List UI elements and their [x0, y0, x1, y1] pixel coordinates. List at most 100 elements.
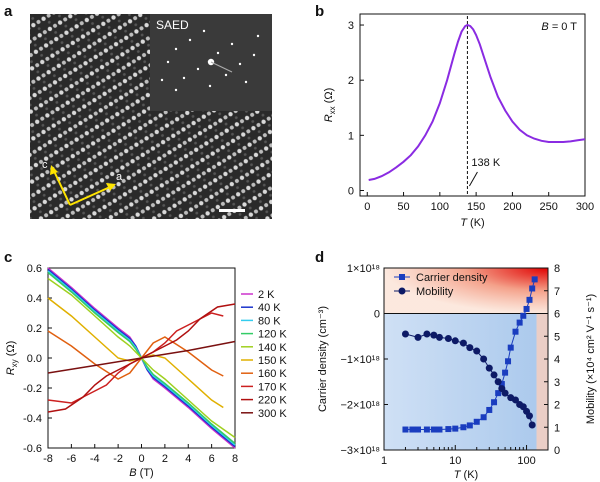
panel-c-chart: -8 -6 -4 -2 0 2 4 6 8 0.6 0.4 0.2 0.0 -0.2 -0.4 -0.6 B (…: [5, 263, 287, 479]
x-axis-label: B (T): [129, 467, 153, 479]
carrier-density-marker: [498, 381, 505, 388]
x-tick-label: 100: [431, 201, 449, 213]
carrier-density-marker: [466, 422, 473, 429]
carrier-density-marker: [502, 369, 509, 376]
legend-entry: 220 K: [258, 395, 287, 407]
crystal-axes-arrows: [50, 165, 116, 206]
mobility-marker: [444, 335, 452, 343]
y-right-tick-label: 2: [554, 400, 560, 412]
y-tick-label: 2: [348, 75, 354, 87]
carrier-density-marker: [505, 358, 512, 365]
x-axis-label: T (K): [454, 469, 478, 481]
mobility-marker: [473, 347, 481, 355]
field-annotation: B = 0 T: [541, 21, 577, 33]
carrier-density-marker: [430, 426, 437, 433]
y-right-tick-label: 6: [554, 309, 560, 321]
plot-frame: [359, 13, 586, 197]
panel-label-d: d: [315, 249, 324, 266]
legend-swatch-circle: [398, 287, 406, 295]
mobility-marker: [490, 371, 498, 379]
axis-label-a: a: [116, 171, 123, 183]
mobility-marker: [459, 339, 467, 347]
panel-label-a: a: [4, 3, 13, 20]
red-strip-region: [536, 313, 548, 450]
carrier-density-marker: [512, 328, 519, 335]
carrier-density-marker: [520, 312, 527, 319]
panel-d-chart: 1 10 1001×10¹⁸0−1×10¹⁸−2×10¹⁸−3×10¹⁸876543…: [317, 263, 597, 481]
x-tick-label: 150: [467, 201, 485, 213]
y-tick-label: 0.2: [27, 323, 42, 335]
mobility-marker: [435, 333, 443, 341]
y-tick-label: 0.6: [27, 263, 42, 275]
y-tick-label: 3: [348, 20, 354, 32]
mobility-marker: [525, 412, 533, 420]
legend-entry: 40 K: [258, 302, 281, 314]
scale-bar: [219, 209, 245, 212]
panel-label-b: b: [315, 3, 324, 20]
y-axis-label: Rxy (Ω): [5, 341, 19, 376]
carrier-density-marker: [486, 406, 493, 413]
carrier-density-marker: [495, 390, 502, 397]
x-tick-label: 1: [381, 455, 387, 467]
carrier-density-marker: [460, 424, 467, 431]
axis-label-c: c: [42, 159, 48, 171]
mobility-marker: [485, 364, 493, 372]
x-tick-label: 10: [449, 455, 461, 467]
legend-swatch-square: [399, 274, 405, 280]
carrier-density-marker: [473, 418, 480, 425]
x-tick-label: 100: [517, 455, 535, 467]
beam-stop: [210, 61, 233, 73]
x-tick-label: 250: [540, 201, 558, 213]
mobility-marker: [401, 330, 409, 338]
rxy-curve: [47, 340, 236, 374]
y-left-tick-label: −1×10¹⁸: [340, 354, 380, 366]
carrier-density-marker: [423, 426, 430, 433]
y-tick-label: 1: [348, 130, 354, 142]
carrier-density-marker: [480, 414, 487, 421]
y-left-tick-label: −3×10¹⁸: [340, 445, 380, 457]
y-tick-label: 0: [348, 185, 354, 197]
x-tick-label: 200: [503, 201, 521, 213]
legend-entry: 160 K: [258, 368, 287, 380]
carrier-density-marker: [531, 276, 538, 283]
panel-label-c: c: [4, 249, 12, 266]
legend-entry: 300 K: [258, 408, 287, 420]
x-tick-label: 300: [576, 201, 594, 213]
y-tick-label: 0.4: [27, 293, 42, 305]
x-tick-label: 2: [162, 453, 168, 465]
mobility-marker: [414, 333, 422, 341]
y-right-tick-label: 4: [554, 354, 560, 366]
mobility-marker: [451, 337, 459, 345]
panel-b-chart: 0 50 100 150 200 250 300 0 1 2 3 T (K) Rxx (Ω) B = 0 …: [323, 13, 594, 229]
x-tick-label: 4: [185, 453, 191, 465]
carrier-density-marker: [436, 426, 443, 433]
transition-annotation: 138 K: [471, 157, 500, 169]
legend-entry: 80 K: [258, 315, 281, 327]
saed-diffraction-spots: [160, 29, 260, 92]
legend-entry: Mobility: [416, 286, 454, 298]
mobility-marker: [528, 421, 536, 429]
y-left-axis-label: Carrier density (cm⁻³): [317, 306, 329, 412]
y-right-tick-label: 1: [554, 422, 560, 434]
y-left-tick-label: 0: [374, 309, 380, 321]
carrier-density-marker: [415, 426, 422, 433]
rxy-curve: [47, 330, 224, 380]
y-left-tick-label: 1×10¹⁸: [347, 263, 380, 275]
mobility-marker: [423, 330, 431, 338]
carrier-density-marker: [402, 426, 409, 433]
rxx-curve: [368, 23, 586, 181]
y-right-tick-label: 0: [554, 445, 560, 457]
carrier-density-marker: [452, 425, 459, 432]
y-tick-label: 0.0: [27, 353, 42, 365]
carrier-density-marker: [529, 285, 536, 292]
annotation-arrow: [468, 171, 478, 187]
y-right-axis-label: Mobility (×10⁴ cm² V⁻¹ s⁻¹): [585, 294, 597, 424]
legend-entry: 150 K: [258, 355, 287, 367]
mobility-marker: [512, 396, 520, 404]
y-right-tick-label: 5: [554, 331, 560, 343]
saed-label: SAED: [156, 18, 189, 32]
y-left-tick-label: −2×10¹⁸: [340, 400, 380, 412]
mobility-marker: [494, 378, 502, 386]
mobility-marker: [480, 355, 488, 363]
y-tick-label: -0.4: [23, 413, 42, 425]
